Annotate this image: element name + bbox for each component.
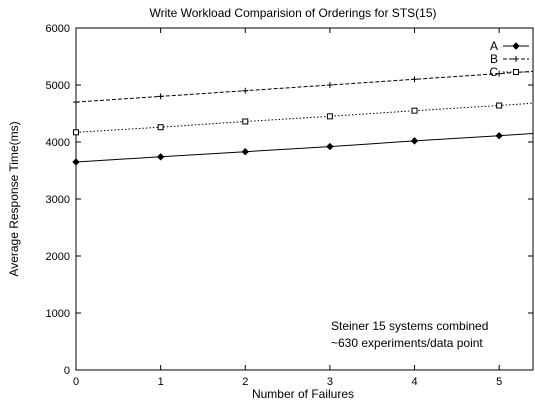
- data-point-a: [241, 147, 249, 156]
- data-point-c: [157, 124, 164, 131]
- y-tick-label: 0: [64, 365, 70, 377]
- data-point-a: [326, 142, 334, 151]
- data-point-b: [157, 93, 164, 100]
- legend-label-a: A: [490, 39, 498, 53]
- series-line-c: [75, 102, 534, 133]
- x-tick-label: 5: [496, 376, 502, 388]
- chart-title: Write Workload Comparision of Orderings …: [150, 6, 437, 20]
- data-point-c: [326, 113, 333, 120]
- data-point-a: [156, 153, 165, 161]
- data-point-c: [73, 129, 79, 136]
- x-axis-label: Number of Failures: [252, 387, 354, 401]
- legend: ABC: [489, 39, 529, 79]
- series-group: [72, 70, 534, 166]
- data-point-c: [411, 107, 418, 114]
- data-point-b: [411, 76, 418, 83]
- x-tick-label: 2: [242, 376, 248, 388]
- y-tick-label: 2000: [46, 251, 70, 263]
- annotation-line-1: Steiner 15 systems combined: [331, 319, 488, 333]
- series-b: [73, 70, 534, 106]
- data-point-c: [496, 102, 503, 109]
- axis-ticks: 0 1000 2000 3000 4000 5000 6000 0 1 2 3 4 5: [46, 23, 533, 388]
- data-point-b: [326, 82, 333, 88]
- y-tick-label: 5000: [46, 80, 70, 92]
- y-tick-label: 4000: [46, 137, 70, 149]
- annotation-line-2: ~630 experiments/data point: [331, 336, 483, 350]
- x-tick-label: 4: [411, 376, 417, 388]
- x-tick-label: 0: [73, 376, 79, 388]
- data-point-a: [72, 158, 80, 166]
- data-point-a: [410, 137, 419, 145]
- y-tick-label: 6000: [46, 23, 70, 35]
- y-tick-label: 1000: [46, 308, 70, 320]
- series-line-b: [75, 70, 534, 103]
- data-point-a: [495, 132, 503, 140]
- legend-marker-b: [513, 56, 519, 62]
- y-tick-label: 3000: [46, 194, 70, 206]
- data-point-c: [242, 118, 249, 125]
- legend-label-c: C: [489, 65, 498, 79]
- y-axis-label: Average Response Time(ms): [7, 121, 21, 276]
- legend-marker-c: [513, 69, 519, 75]
- series-a: [72, 132, 534, 166]
- data-point-b: [242, 87, 249, 94]
- legend-marker-a: [512, 42, 520, 50]
- series-c: [73, 102, 534, 136]
- data-point-b: [496, 70, 503, 77]
- x-tick-label: 3: [327, 376, 333, 388]
- series-line-a: [75, 133, 534, 163]
- legend-label-b: B: [490, 52, 498, 66]
- x-tick-label: 1: [158, 376, 164, 388]
- data-point-b: [73, 99, 79, 106]
